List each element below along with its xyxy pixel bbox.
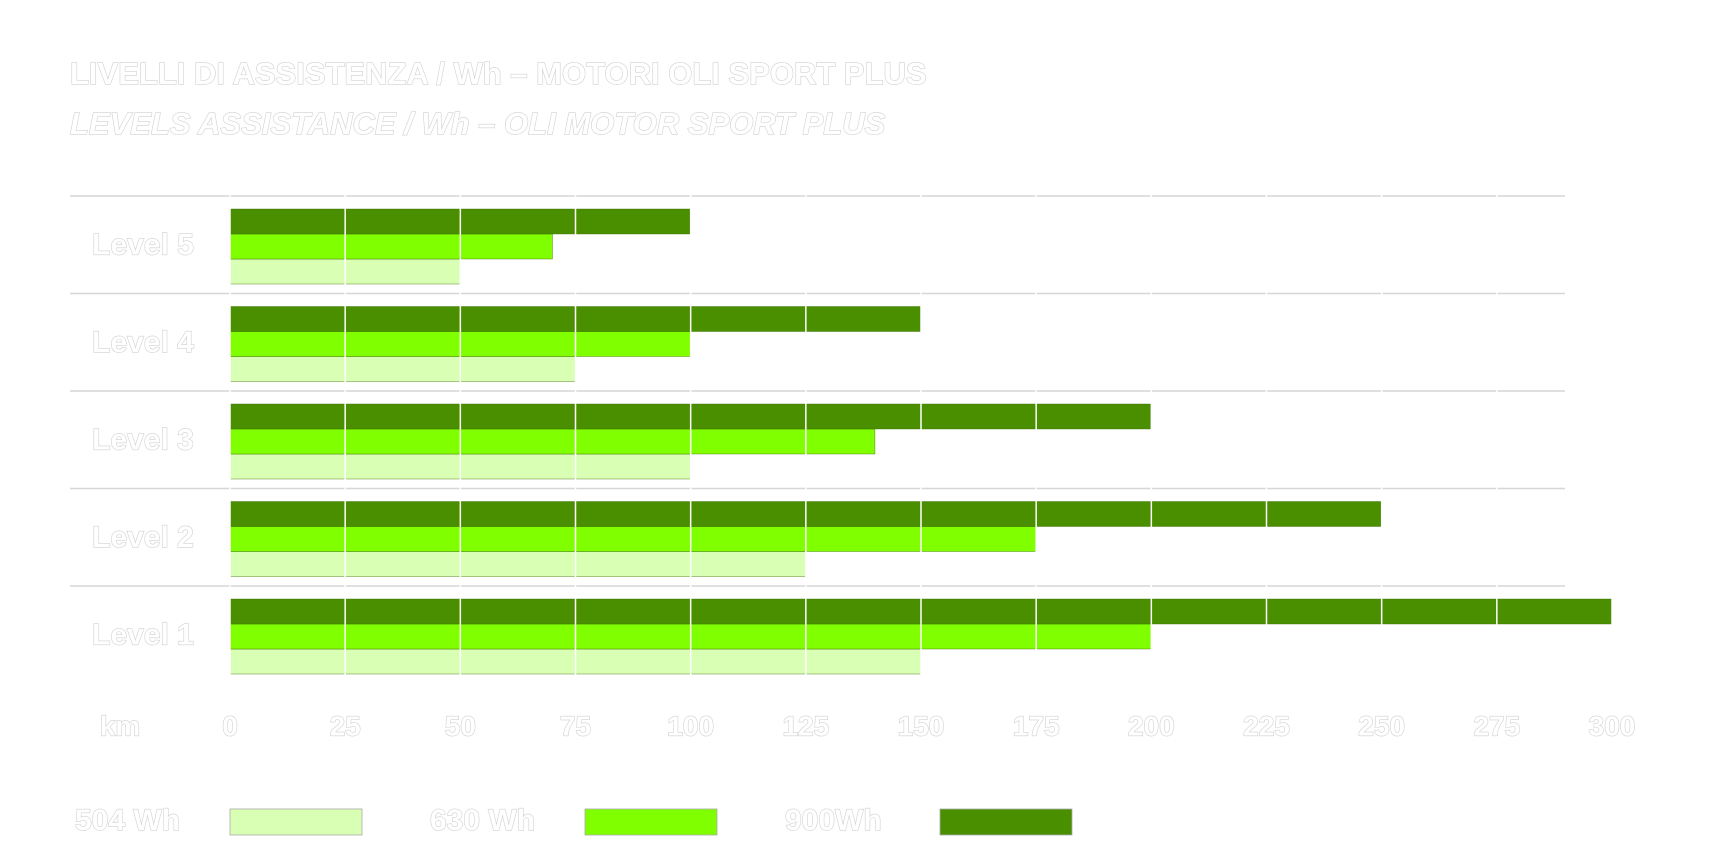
- y-tick-label: Level 5: [92, 229, 194, 262]
- bar: [229, 551, 807, 577]
- bar: [229, 428, 876, 455]
- bar: [229, 526, 1037, 552]
- x-tick-label: 50: [445, 710, 476, 741]
- x-tick-label: 150: [898, 710, 945, 741]
- x-tick-label: 75: [560, 710, 591, 741]
- y-tick-label: Level 2: [92, 521, 194, 554]
- x-tick-label: 300: [1589, 710, 1636, 741]
- x-tick-label: 100: [667, 710, 714, 741]
- x-tick-label: 200: [1128, 710, 1175, 741]
- y-tick-label: Level 3: [92, 424, 194, 457]
- chart-subtitle: LEVELS ASSISTANCE / Wh – OLI MOTOR SPORT…: [70, 106, 886, 141]
- y-tick-label: Level 4: [92, 326, 194, 359]
- bar: [229, 233, 553, 260]
- legend-label: 900Wh: [785, 804, 882, 837]
- legend-swatch: [584, 808, 718, 836]
- x-tick-label: 225: [1243, 710, 1290, 741]
- y-tick-label: Level 1: [92, 619, 194, 652]
- x-tick-label: 0: [222, 710, 238, 741]
- x-tick-label: 25: [330, 710, 361, 741]
- x-tick-label: 175: [1013, 710, 1060, 741]
- x-axis-label: km: [100, 710, 140, 741]
- x-tick-label: 125: [782, 710, 829, 741]
- legend-swatch: [939, 808, 1073, 836]
- legend-label: 630 Wh: [430, 804, 535, 837]
- bar: [229, 356, 576, 382]
- legend-swatch: [229, 808, 363, 836]
- x-tick-label: 250: [1358, 710, 1405, 741]
- chart-title: LIVELLI DI ASSISTENZA / Wh – MOTORI OLI …: [70, 56, 927, 91]
- legend-label: 504 Wh: [75, 804, 180, 837]
- x-tick-label: 275: [1473, 710, 1520, 741]
